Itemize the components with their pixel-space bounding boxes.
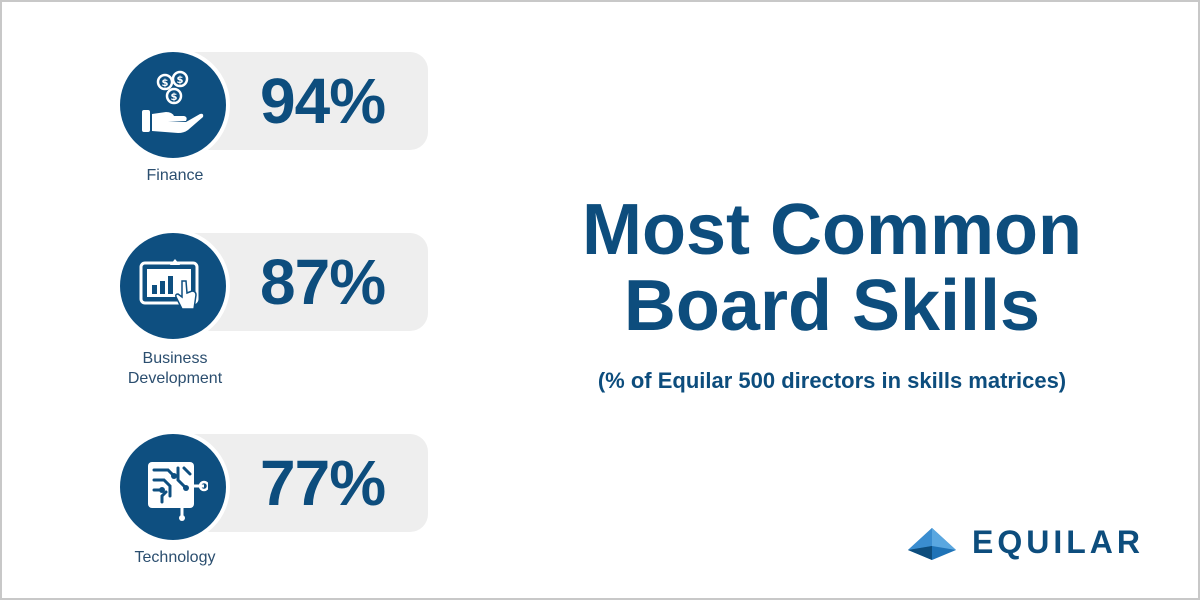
technology-icon-badge [116, 430, 230, 544]
category-label-technology: Technology [100, 548, 250, 568]
value-label-business-development: 87% [260, 246, 386, 318]
category-label-line: Technology [134, 549, 216, 566]
value-label-technology: 77% [260, 447, 386, 519]
skill-finance: 94% $ $ $ Finance [116, 48, 440, 202]
category-label-line: Development [127, 370, 223, 387]
category-label-finance: Finance [100, 166, 250, 186]
pyramid-logo-icon [908, 528, 956, 560]
finance-icon-badge: $ $ $ [116, 48, 230, 162]
skill-business-development: 87% Business Development [116, 229, 440, 387]
svg-text:$: $ [162, 78, 169, 89]
svg-text:$: $ [177, 75, 184, 86]
tablet-chart-icon [139, 259, 199, 310]
skill-technology: 77% Technology [116, 430, 440, 584]
svg-text:$: $ [171, 92, 178, 103]
brand-name: EQUILAR [972, 524, 1144, 560]
category-label-line: Business [142, 350, 208, 367]
category-label-business-development: Business Development [100, 349, 250, 389]
category-label-line: Finance [146, 167, 204, 184]
chart-title: Most Common Board Skills [472, 192, 1192, 344]
circuit-board-icon [148, 462, 208, 521]
value-label-finance: 94% [260, 65, 386, 137]
chart-title-line: Most Common [582, 190, 1082, 270]
chart-title-line: Board Skills [623, 266, 1041, 346]
business-development-icon-badge [116, 229, 230, 343]
hand-coins-icon: $ $ $ [142, 70, 204, 133]
chart-subtitle: (% of Equilar 500 directors in skills ma… [597, 368, 1067, 393]
equilar-logo: EQUILAR [906, 522, 1166, 568]
